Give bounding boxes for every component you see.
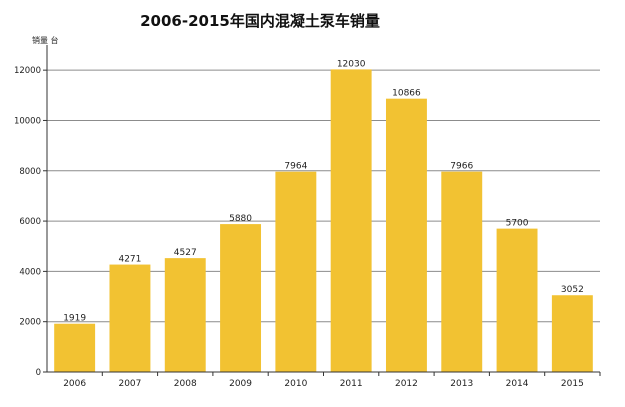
x-tick-label: 2013 [450, 379, 473, 389]
y-tick-label: 6000 [19, 217, 41, 227]
x-tick-label: 2009 [229, 379, 252, 389]
x-ticks: 2006 2007 2008 2009 2010 2011 2012 2013 2014 2015 [63, 372, 601, 389]
bar [220, 224, 262, 372]
y-tick-label: 2000 [19, 318, 41, 328]
y-tick-label: 10000 [14, 116, 41, 126]
data-label: 3052 [561, 285, 584, 295]
bar [551, 295, 593, 372]
data-label: 4527 [174, 248, 197, 258]
x-tick-label: 2006 [63, 379, 86, 389]
x-tick-label: 2011 [340, 379, 363, 389]
y-tick-label: 0 [36, 368, 41, 378]
data-label: 5700 [506, 219, 529, 229]
bar [164, 258, 206, 372]
data-label: 12030 [337, 59, 366, 69]
bar [330, 69, 372, 372]
x-tick-label: 2015 [561, 379, 584, 389]
data-label: 4271 [118, 255, 141, 265]
x-tick-label: 2014 [506, 379, 529, 389]
data-label: 7964 [284, 162, 307, 172]
bar [441, 171, 483, 372]
y-ticks: 0 2000 4000 6000 8000 10000 12000 [14, 66, 47, 378]
bar [54, 323, 96, 372]
y-tick-label: 8000 [19, 167, 41, 177]
data-label: 1919 [63, 314, 86, 324]
y-tick-label: 12000 [14, 66, 41, 76]
x-tick-label: 2008 [174, 379, 197, 389]
x-tick-label: 2010 [284, 379, 307, 389]
data-label: 10866 [392, 89, 421, 99]
bars [54, 69, 593, 372]
bar [275, 171, 317, 372]
data-label: 5880 [229, 214, 252, 224]
data-label: 7966 [450, 162, 473, 172]
y-axis-label: 销量 台 [32, 35, 59, 45]
y-tick-label: 4000 [19, 267, 41, 277]
data-labels: 1919 4271 4527 5880 7964 12030 10866 7966 5700 30… [63, 59, 584, 323]
chart-title: 2006-2015年国内混凝土泵车销量 [140, 12, 380, 30]
x-tick-label: 2007 [118, 379, 141, 389]
bar [109, 264, 151, 372]
x-tick-label: 2012 [395, 379, 418, 389]
bar [496, 228, 538, 372]
bar [385, 98, 427, 372]
